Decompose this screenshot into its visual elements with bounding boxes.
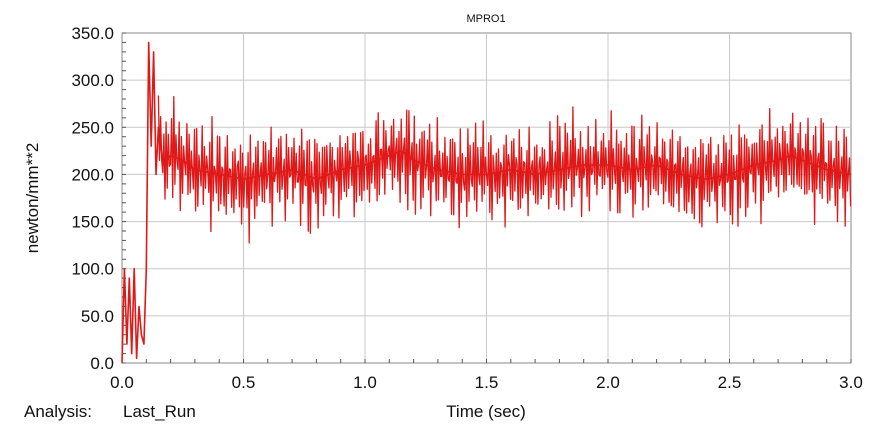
y-tick-label: 150.0 xyxy=(71,213,114,232)
series-layer xyxy=(121,41,852,364)
x-tick-label: 1.0 xyxy=(353,373,377,392)
x-tick-labels: 0.0 0.5 1.0 1.5 2.0 2.5 3.0 xyxy=(110,373,863,392)
x-tick-label: 1.5 xyxy=(475,373,499,392)
x-tick-label: 0.5 xyxy=(232,373,256,392)
analysis-value: Last_Run xyxy=(123,402,196,421)
y-tick-label: 200.0 xyxy=(71,165,114,184)
y-tick-label: 350.0 xyxy=(71,24,114,43)
grid xyxy=(122,33,851,363)
x-tick-label: 3.0 xyxy=(839,373,863,392)
x-tick-label: 2.5 xyxy=(718,373,742,392)
y-tick-label: 100.0 xyxy=(71,260,114,279)
y-axis-title: newton/mm**2 xyxy=(23,143,42,254)
y-tick-label: 300.0 xyxy=(71,71,114,90)
x-tick-label: 0.0 xyxy=(110,373,134,392)
x-tick-label: 2.0 xyxy=(596,373,620,392)
y-tick-label: 0.0 xyxy=(90,354,114,373)
y-tick-label: 250.0 xyxy=(71,118,114,137)
series-oscillation xyxy=(157,95,852,244)
chart-title: MPRO1 xyxy=(466,13,505,25)
y-tick-labels: 0.0 50.0 100.0 150.0 200.0 250.0 300.0 350.0 xyxy=(71,24,114,373)
analysis-label: Analysis: xyxy=(24,402,92,421)
x-axis-title: Time (sec) xyxy=(446,402,526,421)
y-tick-label: 50.0 xyxy=(81,307,114,326)
